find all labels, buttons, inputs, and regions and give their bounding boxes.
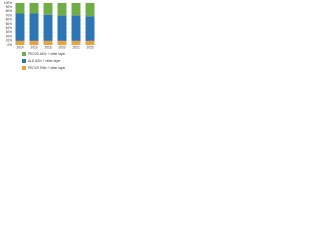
y-tick-label: 60% xyxy=(6,18,13,22)
bar-segment xyxy=(15,3,25,14)
y-tick-label: 100% xyxy=(4,1,12,5)
bar-segment xyxy=(29,13,39,41)
x-tick-label: 2025 xyxy=(86,45,93,49)
y-tick-label: 90% xyxy=(6,5,13,9)
x-tick-label: 2022 xyxy=(72,45,79,49)
x-tick-label: 2016 xyxy=(30,45,37,49)
bar-segment xyxy=(15,40,25,45)
bar-segment xyxy=(57,3,67,16)
bar-segment xyxy=(85,16,95,41)
y-tick-label: 70% xyxy=(6,13,13,17)
bar-segment xyxy=(57,15,67,41)
legend-label: PECVD AlOx + other layer xyxy=(28,52,66,56)
legend-swatch xyxy=(22,66,26,70)
bar-segment xyxy=(57,40,67,45)
bar-segment xyxy=(43,14,53,41)
y-tick-label: 40% xyxy=(6,26,13,30)
bar-segment xyxy=(85,3,95,17)
y-tick-label: 0% xyxy=(7,43,12,47)
bar-segment xyxy=(43,40,53,45)
bar-segment xyxy=(29,3,39,14)
bar-segment xyxy=(71,40,81,45)
x-tick-label: 2018 xyxy=(44,45,51,49)
y-tick-label: 50% xyxy=(6,22,13,26)
bar-segment xyxy=(71,3,81,16)
legend-swatch xyxy=(22,52,26,56)
legend-label: PECVD SiNx + other layer xyxy=(28,66,66,70)
legend-label: ALD AlOx + other layer xyxy=(28,59,61,63)
y-tick-label: 80% xyxy=(6,9,13,13)
legend-swatch xyxy=(22,59,26,63)
x-tick-label: 2014 xyxy=(16,45,23,49)
y-tick-label: 10% xyxy=(6,39,13,43)
bar-segment xyxy=(71,15,81,41)
bar-segment xyxy=(85,40,95,45)
x-tick-label: 2020 xyxy=(58,45,65,49)
chart: 0%10%20%30%40%50%60%70%80%90%100% 2014 201… xyxy=(4,1,97,70)
y-tick-label: 30% xyxy=(6,30,13,34)
y-tick-label: 20% xyxy=(6,34,13,38)
bar-segment xyxy=(15,13,25,41)
bar-segment xyxy=(29,40,39,45)
bar-segment xyxy=(43,3,53,15)
